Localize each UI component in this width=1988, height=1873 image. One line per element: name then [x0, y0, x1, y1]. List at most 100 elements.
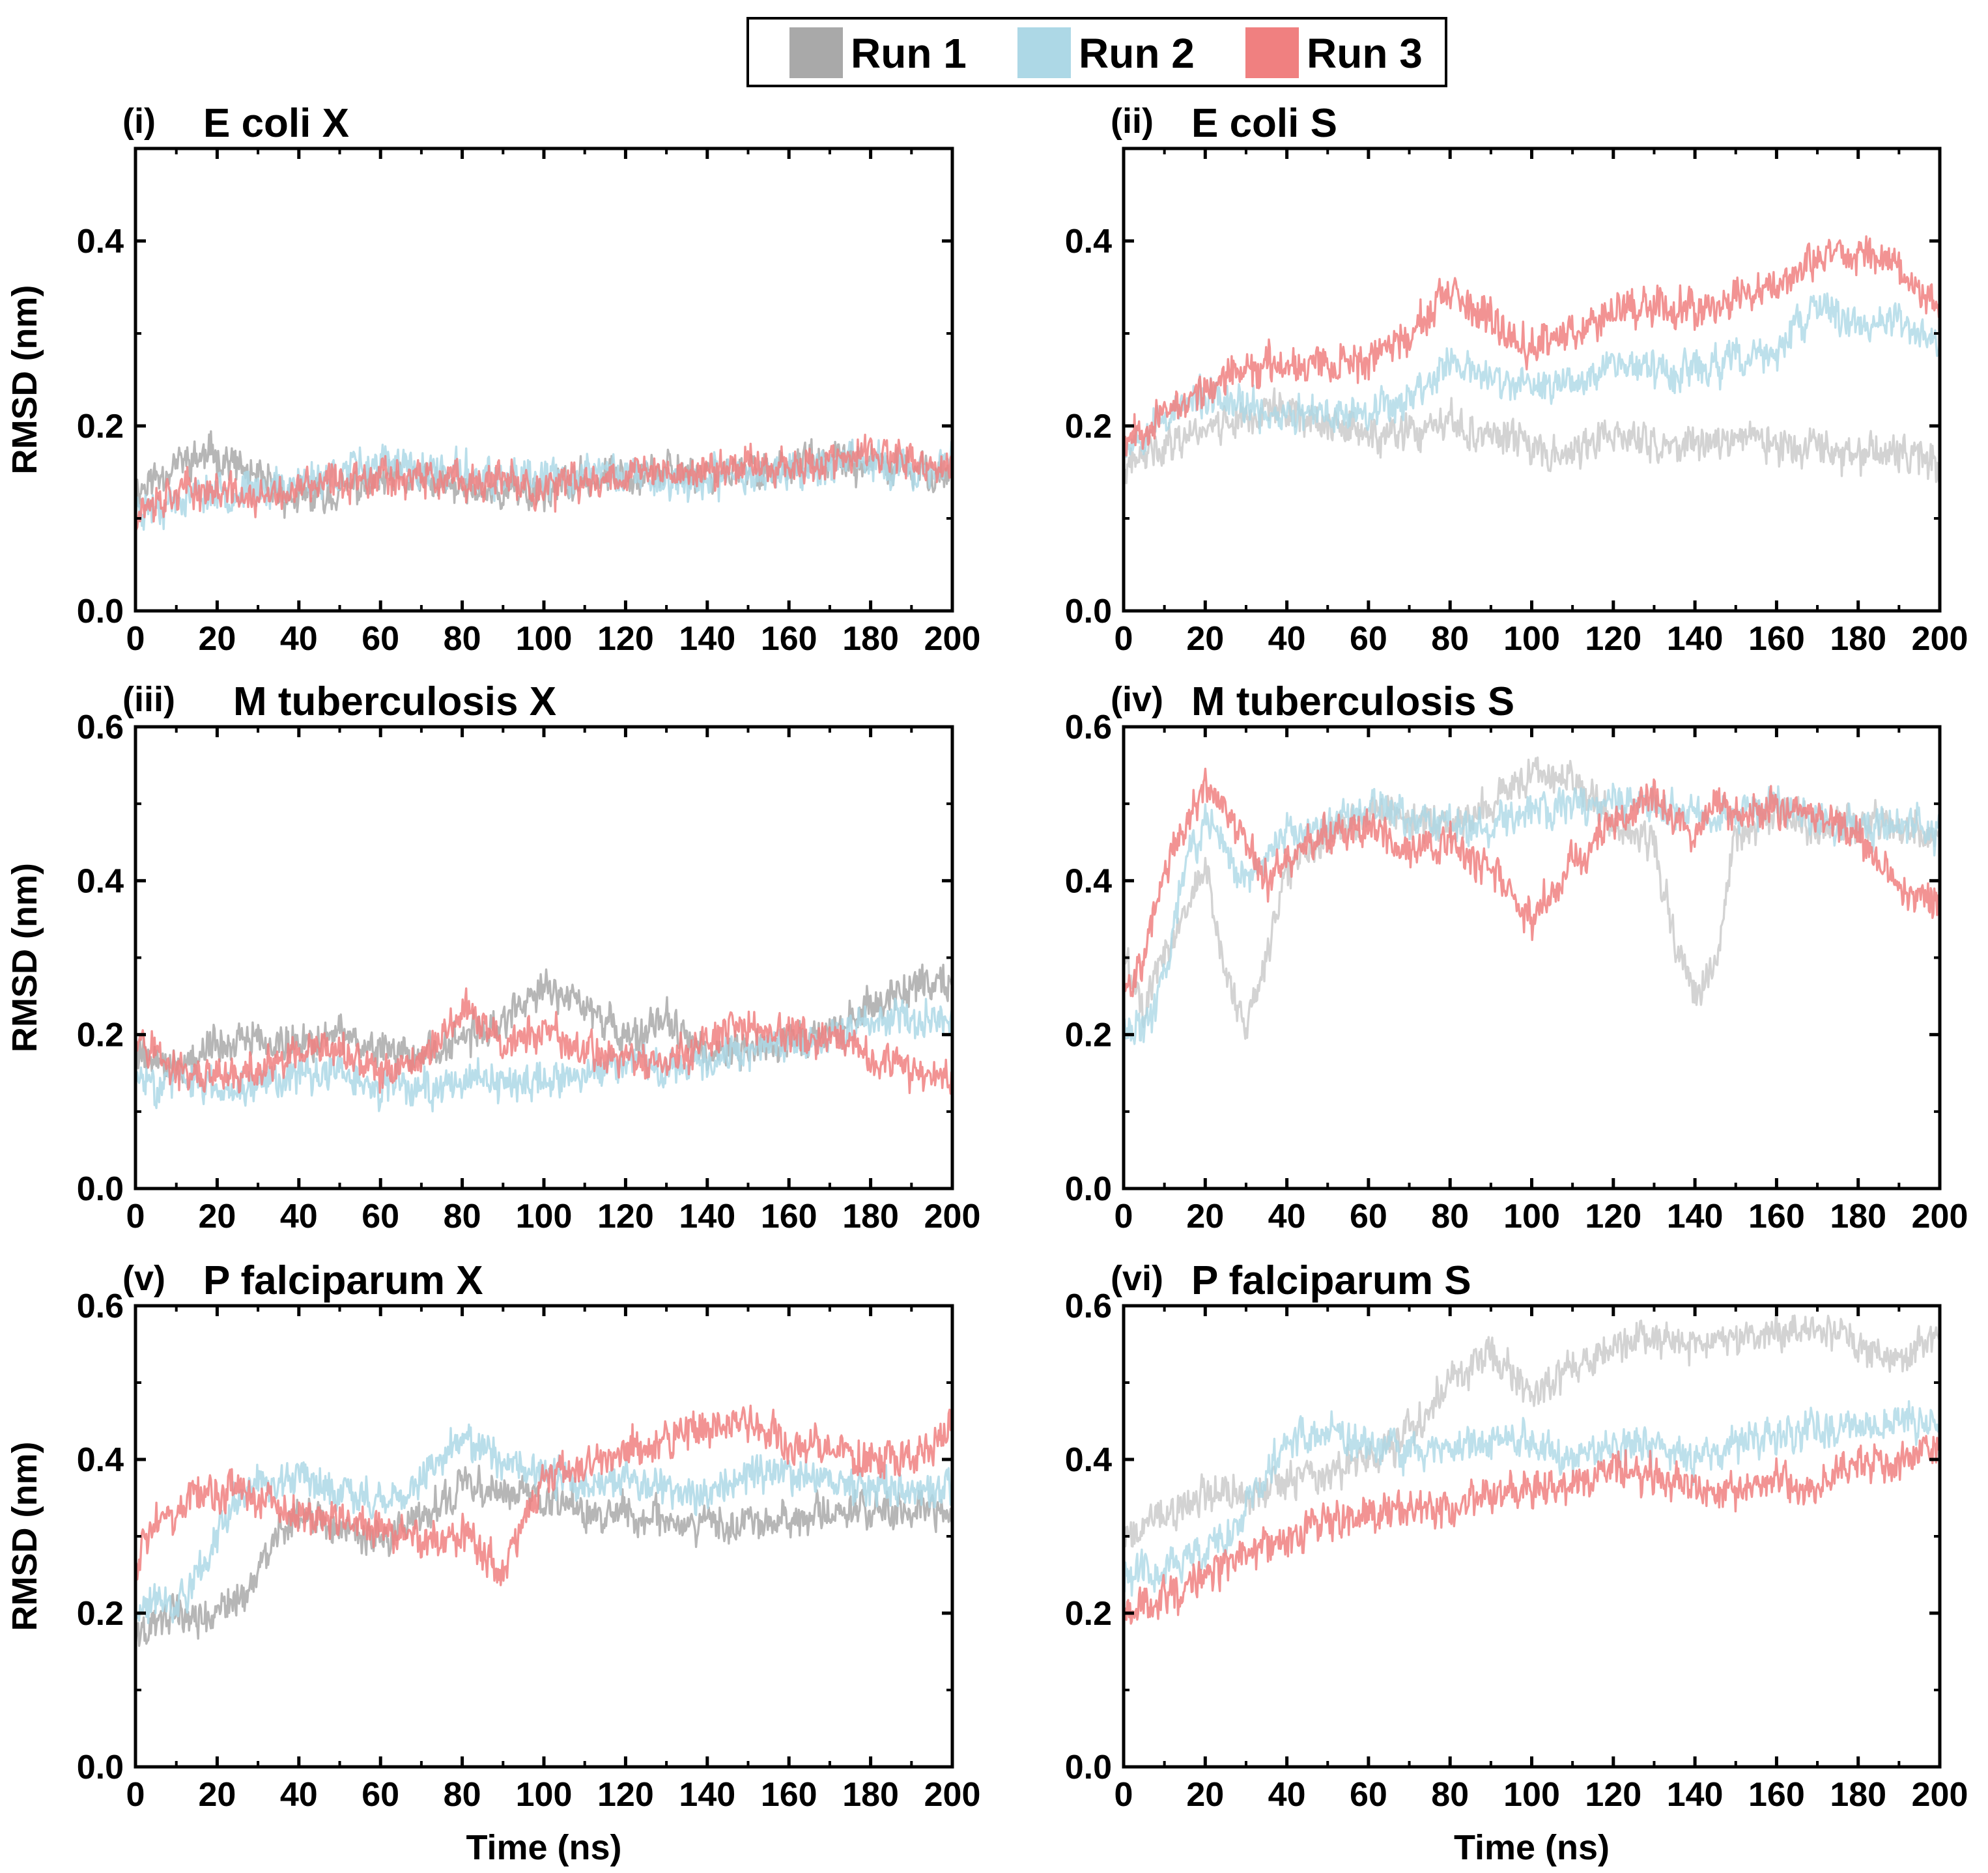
x-tick-label: 60 [1350, 1776, 1387, 1814]
x-tick-label: 180 [1830, 1198, 1886, 1235]
x-tick-label: 40 [1268, 620, 1306, 658]
x-tick-label: 180 [1830, 1776, 1886, 1814]
plot-area [1124, 235, 1940, 485]
x-tick-label: 140 [679, 1198, 735, 1235]
y-tick-label: 0.4 [1065, 1441, 1112, 1479]
x-tick-label: 60 [362, 1198, 399, 1235]
y-tick-label: 0.0 [1065, 1170, 1112, 1208]
y-tick-label: 0.4 [77, 223, 124, 261]
series-line [135, 433, 952, 531]
y-tick-label: 0.2 [77, 408, 124, 445]
x-tick-label: 0 [1115, 620, 1133, 658]
plot-frame [134, 147, 954, 613]
x-tick-label: 180 [842, 1198, 899, 1235]
y-tick-label: 0.4 [1065, 862, 1112, 900]
x-tick-label: 200 [924, 1776, 981, 1814]
x-tick-label: 20 [198, 620, 236, 658]
chart-panel: 0 20 40 60 80 100 120 140 160 180 200 0.0 0.2 0.4 0.6(… [5, 679, 980, 1235]
x-tick-label: 80 [444, 1198, 481, 1235]
x-tick-label: 80 [1431, 1198, 1469, 1235]
x-tick-label: 20 [198, 1198, 236, 1235]
series-line [135, 1464, 952, 1649]
x-tick-label: 0 [126, 1198, 145, 1235]
y-tick-label: 0.0 [1065, 593, 1112, 630]
x-tick-label: 160 [1748, 1776, 1805, 1814]
panel-label: (vi) [1111, 1259, 1163, 1298]
x-axis-title: Time (ns) [466, 1828, 621, 1867]
x-tick-label: 60 [1350, 1198, 1387, 1235]
x-tick-label: 160 [761, 1198, 817, 1235]
x-tick-label: 0 [126, 1776, 145, 1814]
x-tick-label: 40 [280, 620, 318, 658]
x-tick-label: 180 [1830, 620, 1886, 658]
y-tick-label: 0.6 [77, 1288, 124, 1325]
x-tick-label: 140 [1667, 1198, 1724, 1235]
y-tick-label: 0.6 [1065, 709, 1112, 746]
legend-swatch [1245, 27, 1299, 78]
x-axis-title: Time (ns) [1454, 1828, 1610, 1867]
plot-frame [1122, 147, 1942, 613]
x-tick-label: 180 [842, 1776, 899, 1814]
panel-label: (ii) [1111, 102, 1154, 141]
legend-entry: Run 3 [1245, 27, 1423, 78]
x-tick-label: 200 [924, 1198, 981, 1235]
x-tick-label: 0 [1115, 1776, 1133, 1814]
x-tick-label: 160 [1748, 1198, 1805, 1235]
x-tick-label: 20 [1186, 1776, 1224, 1814]
x-tick-label: 40 [280, 1198, 318, 1235]
legend-box [746, 17, 1447, 87]
panel-label: (i) [122, 102, 156, 141]
x-tick-label: 40 [280, 1776, 318, 1814]
legend: Run 1 Run 2 Run 3 [746, 17, 1447, 87]
y-tick-label: 0.6 [1065, 1288, 1112, 1325]
series-line [1124, 767, 1940, 998]
x-tick-label: 200 [1912, 1776, 1968, 1814]
x-tick-label: 60 [362, 1776, 399, 1814]
plot-area [1124, 756, 1940, 1045]
series-line [1124, 1431, 1940, 1625]
plot-area [135, 1404, 952, 1649]
panel-title: E coli X [203, 101, 349, 146]
plot-frame [134, 725, 954, 1190]
x-tick-label: 200 [1912, 1198, 1968, 1235]
y-tick-label: 0.0 [77, 593, 124, 630]
x-tick-label: 80 [444, 620, 481, 658]
legend-swatch [789, 27, 843, 78]
x-tick-label: 200 [1912, 620, 1968, 658]
chart-panel: 0 20 40 60 80 100 120 140 160 180 200 0.0 0.2 0.4 0.6(… [5, 1258, 980, 1867]
x-tick-label: 200 [924, 620, 981, 658]
x-tick-label: 20 [1186, 1198, 1224, 1235]
chart-panel: 0 20 40 60 80 100 120 140 160 180 200 0.0 0.2 0.4 (i) E… [5, 101, 980, 658]
y-tick-label: 0.2 [1065, 1017, 1112, 1054]
x-tick-label: 180 [842, 620, 899, 658]
legend-label: Run 3 [1307, 30, 1423, 77]
x-tick-label: 120 [597, 620, 654, 658]
x-tick-label: 100 [516, 620, 573, 658]
y-axis-title: RMSD (nm) [5, 1442, 44, 1631]
panel-title: P falciparum X [203, 1258, 483, 1303]
series-line [1124, 235, 1940, 457]
y-tick-label: 0.2 [77, 1595, 124, 1633]
legend-swatch [1017, 27, 1071, 78]
x-tick-label: 100 [516, 1776, 573, 1814]
x-tick-label: 140 [1667, 620, 1724, 658]
x-tick-label: 60 [1350, 620, 1387, 658]
plot-area [135, 963, 952, 1113]
plot-frame [134, 1304, 954, 1769]
x-tick-label: 80 [444, 1776, 481, 1814]
x-tick-label: 40 [1268, 1776, 1306, 1814]
panel-label: (v) [122, 1259, 165, 1298]
y-tick-label: 0.0 [1065, 1749, 1112, 1786]
y-axis-title: RMSD (nm) [5, 285, 44, 475]
panel-title: E coli S [1191, 101, 1337, 146]
legend-entry: Run 1 [789, 27, 967, 78]
series-line [135, 1404, 952, 1586]
y-tick-label: 0.4 [77, 862, 124, 900]
x-tick-label: 140 [1667, 1776, 1724, 1814]
series-line [1124, 756, 1940, 1040]
x-tick-label: 140 [679, 1776, 735, 1814]
panel-title: P falciparum S [1191, 1258, 1471, 1303]
series-line [135, 997, 952, 1113]
x-tick-label: 120 [597, 1776, 654, 1814]
legend-entry: Run 2 [1017, 27, 1195, 78]
